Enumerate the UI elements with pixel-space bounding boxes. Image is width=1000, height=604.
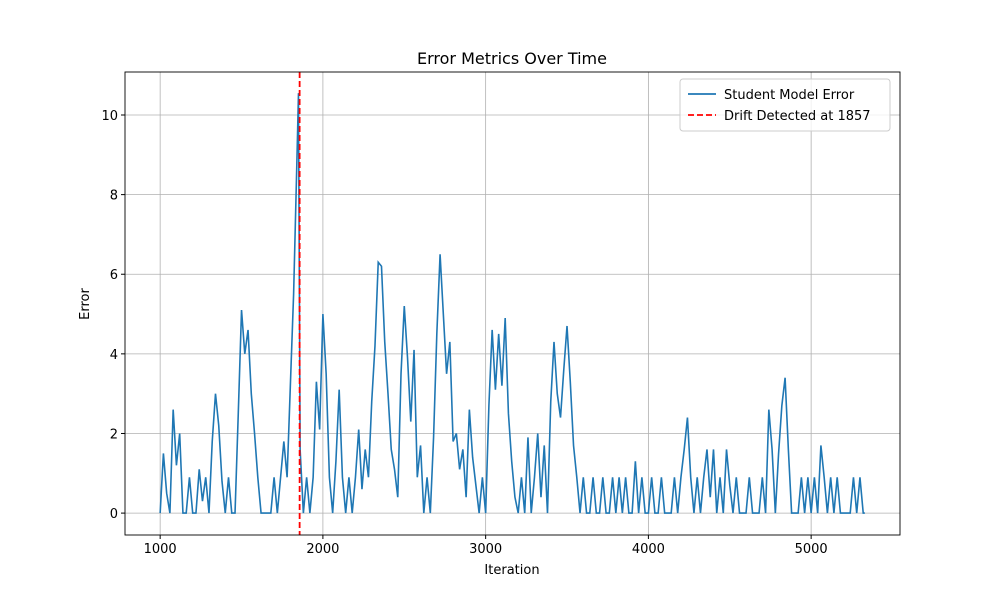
legend-label: Drift Detected at 1857 xyxy=(724,109,871,124)
y-tick-label: 6 xyxy=(110,268,118,283)
legend-box xyxy=(679,78,891,132)
x-tick-label: 5000 xyxy=(795,542,828,557)
y-tick-label: 10 xyxy=(101,109,118,124)
data-line xyxy=(159,93,865,514)
y-tick-label: 2 xyxy=(110,427,118,442)
x-tick-label: 2000 xyxy=(306,542,339,557)
plot-frame xyxy=(124,71,901,536)
y-axis-label: Error xyxy=(78,288,93,320)
y-tick-label: 4 xyxy=(110,348,118,363)
y-tick-label: 0 xyxy=(110,507,118,522)
y-tick-label: 8 xyxy=(110,189,118,204)
chart-title: Error Metrics Over Time xyxy=(417,49,607,68)
x-axis-label: Iteration xyxy=(484,563,539,578)
x-tick-label: 4000 xyxy=(632,542,665,557)
x-tick-label: 1000 xyxy=(144,542,177,557)
legend-label: Student Model Error xyxy=(724,88,855,103)
x-tick-label: 3000 xyxy=(469,542,502,557)
